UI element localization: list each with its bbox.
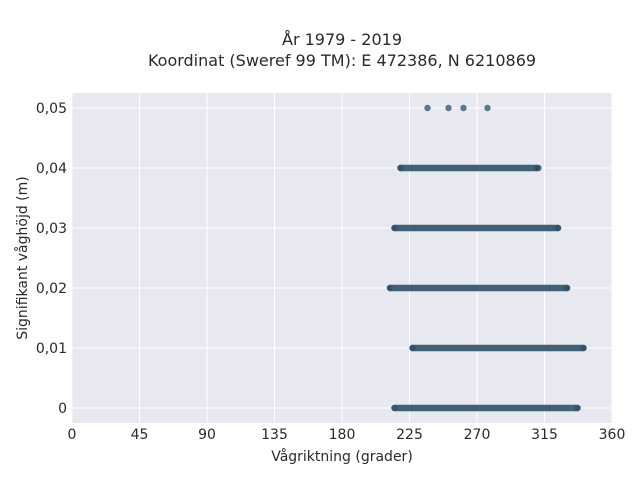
data-band [397, 164, 541, 172]
data-band [391, 404, 581, 412]
data-point [391, 224, 398, 232]
x-tick-label: 135 [261, 427, 288, 443]
chart-title-line1: År 1979 - 2019 [282, 30, 402, 49]
y-tick-label: 0 [58, 401, 67, 417]
data-point [554, 224, 562, 232]
y-tick-label: 0,02 [36, 281, 67, 297]
x-tick-label: 315 [531, 427, 558, 443]
chart-title-line2: Koordinat (Sweref 99 TM): E 472386, N 62… [148, 51, 536, 70]
x-tick-label: 360 [599, 427, 626, 443]
data-band [386, 284, 571, 292]
data-band [391, 224, 562, 232]
x-tick-label: 45 [131, 427, 149, 443]
data-point [397, 164, 404, 172]
y-tick-label: 0,03 [36, 221, 67, 237]
data-point [484, 104, 491, 112]
x-tick-label: 0 [68, 427, 77, 443]
data-point [535, 164, 542, 172]
data-point [386, 284, 394, 292]
data-points [424, 104, 542, 172]
x-gridlines [71, 93, 613, 423]
data-point [445, 104, 452, 112]
y-tick-label: 0,01 [36, 341, 67, 357]
data-point [574, 404, 581, 412]
y-tick-labels: 0 0,01 0,02 0,03 0,04 0,05 [36, 101, 67, 417]
x-tick-label: 225 [396, 427, 423, 443]
x-tick-label: 180 [329, 427, 356, 443]
data-point [460, 104, 467, 112]
x-tick-label: 270 [464, 427, 491, 443]
x-tick-label: 90 [198, 427, 216, 443]
y-axis-label: Signifikant våghöjd (m) [14, 176, 31, 339]
y-tick-label: 0,04 [36, 161, 67, 177]
data-point [424, 104, 431, 112]
data-band [409, 344, 587, 352]
data-point [391, 404, 398, 412]
data-bands [386, 164, 587, 412]
data-point [563, 284, 571, 292]
x-axis-label: Vågriktning (grader) [271, 448, 413, 465]
data-point [409, 344, 416, 352]
data-point [580, 344, 587, 352]
x-tick-labels: 0 45 90 135 180 225 270 315 360 [68, 427, 626, 443]
y-tick-label: 0,05 [36, 101, 67, 117]
